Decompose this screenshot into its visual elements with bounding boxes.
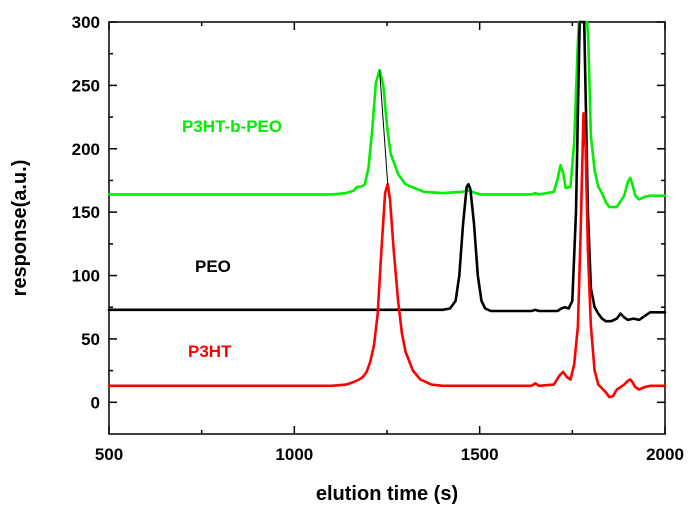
series-line-p3ht: [107, 112, 667, 399]
x-tick-label: 1000: [275, 445, 313, 464]
series-lines: [107, 20, 667, 399]
y-tick-label: 300: [72, 13, 100, 32]
x-tick-label: 500: [95, 445, 123, 464]
y-tick-label: 50: [81, 330, 100, 349]
y-axis-title: response(a.u.): [9, 160, 31, 297]
y-tick-label: 100: [72, 267, 100, 286]
x-axis-title: elution time (s): [316, 483, 458, 505]
y-tick-label: 250: [72, 76, 100, 95]
series-label-p3ht-b-peo: P3HT-b-PEO: [182, 117, 282, 136]
x-tick-label: 1500: [461, 445, 499, 464]
series-line-p3ht-b-peo: [107, 20, 667, 209]
tick-labels: 500 1000 1500 2000 0 50 100 150 200 250 300: [72, 13, 684, 464]
x-tick-label: 2000: [646, 445, 684, 464]
y-tick-label: 0: [91, 393, 100, 412]
y-tick-label: 150: [72, 203, 100, 222]
ticks: [108, 21, 666, 434]
series-label-peo: PEO: [195, 257, 231, 276]
series-line-peo: [107, 20, 667, 323]
y-tick-label: 200: [72, 140, 100, 159]
series-label-p3ht: P3HT: [188, 342, 232, 361]
peak-connector-line: [379, 70, 389, 185]
